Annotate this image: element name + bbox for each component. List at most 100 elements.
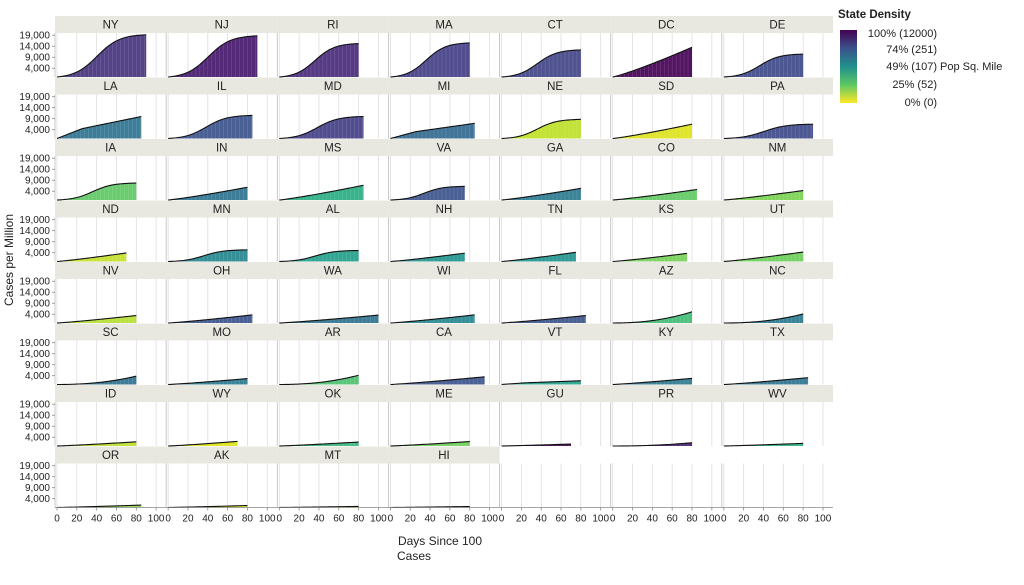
area-gu [501,444,571,446]
facet-title: OR [102,450,119,462]
legend-entry: 0% (0) [905,97,937,109]
facet-header [277,385,389,402]
line-ne [501,118,581,140]
area-az [612,311,693,323]
facet-title: CO [658,143,675,155]
facet-title: NY [103,20,119,32]
y-tick-label: 4,000 [25,64,50,75]
line-ok [279,441,359,447]
line-oh [168,314,253,324]
area-stripes [616,125,689,139]
x-tick-label: 100 [148,514,165,525]
line-ks [612,252,688,263]
facet-panel-mo: MO [165,323,278,386]
facet-header [388,77,500,95]
facet-title: OH [213,266,230,278]
facet-title: KS [659,204,675,216]
x-tick-label: 100 [481,514,498,525]
gridlines [278,279,379,323]
facet-panel-co: CO [610,139,722,201]
x-tick-label: 60 [778,514,790,525]
facet-title: DE [769,20,785,32]
area-ky [612,378,693,385]
y-tick-label: 9,000 [25,422,50,433]
facet-panel-tx: TX [721,323,833,386]
facet-title: PA [770,81,785,93]
y-tick-label: 14,000 [19,411,50,422]
line-pa [723,123,814,140]
facet-panel-wv: WV [721,385,833,447]
facet-title: AL [326,204,341,216]
x-tick-label: 0 [165,514,171,525]
gridlines [612,279,713,323]
x-tick-label: 20 [405,514,417,525]
line-mi [390,122,475,140]
x-tick-label: 20 [516,514,528,525]
facet-panel-mt: MT [276,446,389,509]
gridlines [501,94,602,139]
y-tick-label: 14,000 [19,103,50,114]
x-tick-label: 60 [111,514,123,525]
facet-panel-va: VA [388,139,500,201]
line-md [279,115,364,140]
y-tick-label: 19,000 [19,31,50,42]
line-nj [168,35,258,78]
line-ut [723,251,804,263]
facet-panel-ky: KY [610,323,722,386]
line-de [723,53,804,78]
x-tick-label: 80 [464,514,476,525]
area-nv [57,315,137,323]
y-tick-label: 14,000 [19,226,50,237]
y-tick-label: 19,000 [19,277,50,288]
area-wi [390,314,475,323]
gridlines [56,402,157,446]
facet-panel-vt: VT [499,323,611,386]
facet-panel-ga: GA [499,139,611,201]
facet-panel-me: ME [388,385,500,447]
facet-header [277,323,389,341]
area-stripes [394,123,474,139]
gridlines [723,217,824,262]
facet-title: NM [768,143,786,155]
y-tick-label: 19,000 [19,461,50,472]
area-wy [168,441,238,446]
facet-title: MS [324,143,342,155]
facet-panel-nc: NC [721,262,833,324]
facet-panel-gu: GU [499,385,611,447]
facet-title: VT [548,327,563,339]
facet-title: AK [214,450,230,462]
facet-header [499,16,611,33]
y-tick-label: 4,000 [25,248,50,259]
area-stripes [60,34,145,77]
facet-title: ND [102,204,119,216]
legend-unit-label: Pop Sq. Mile [940,61,1002,73]
area-stripes [282,185,363,200]
area-ri [279,43,359,77]
facet-panel-tn: TN [499,200,611,263]
facet-header [499,200,611,218]
area-ok [279,442,359,446]
legend-entry: 100% (12000) [868,28,937,40]
facet-header [166,385,278,402]
facet-panel-ma: MA [388,16,500,78]
facet-title: SC [103,327,119,339]
area-ny [57,34,147,77]
facet-title: MT [325,450,342,462]
line-nm [723,189,804,201]
facet-header [721,323,833,341]
area-stripes [171,35,256,77]
facet-header [721,16,833,33]
facet-header [388,262,500,279]
legend-entry: 25% (52) [892,79,937,91]
facet-header [277,77,389,95]
facet-header [499,77,611,95]
x-tick-label: 20 [738,514,750,525]
facet-title: AR [325,327,341,339]
facet-header [388,16,500,33]
area-stripes [60,116,141,139]
line-tn [501,251,576,263]
x-tick-label: 80 [242,514,254,525]
